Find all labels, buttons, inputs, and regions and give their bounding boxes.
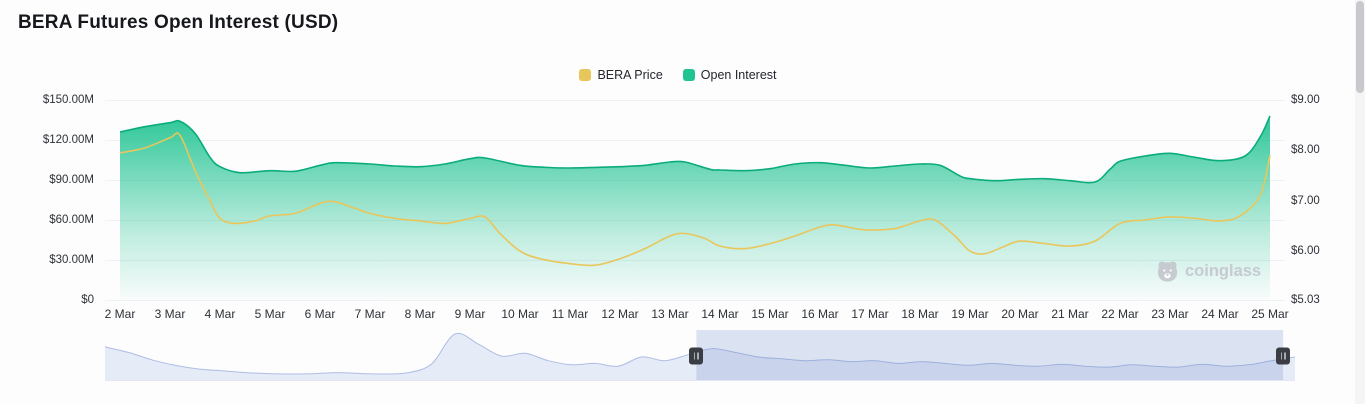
axis-tick-label: $150.00M: [42, 94, 94, 106]
gridline: [105, 140, 1285, 141]
vertical-scrollbar[interactable]: [1355, 0, 1365, 404]
legend-item-bera-price[interactable]: BERA Price: [579, 68, 663, 82]
x-axis-label: 9 Mar: [454, 307, 486, 321]
axis-tick-label: $7.00: [1291, 194, 1320, 207]
scrollbar-thumb[interactable]: [1356, 1, 1364, 93]
legend: BERA Price Open Interest: [0, 68, 1356, 82]
x-axis-label: 7 Mar: [354, 307, 386, 321]
bera-price-swatch-icon: [579, 69, 592, 81]
x-axis-label: 11 Mar: [551, 307, 589, 321]
x-axis-label: 23 Mar: [1151, 307, 1189, 321]
right-y-axis: $9.00 $8.00 $7.00 $6.00 $5.03: [1291, 94, 1361, 306]
main-chart[interactable]: [105, 100, 1285, 301]
x-axis-label: 5 Mar: [254, 307, 286, 321]
legend-label-open-interest: Open Interest: [700, 68, 777, 82]
x-axis-label: 12 Mar: [601, 307, 639, 321]
x-axis-label: 2 Mar: [104, 307, 136, 321]
x-axis-label: 19 Mar: [951, 307, 989, 321]
x-axis-label: 20 Mar: [1001, 307, 1039, 321]
chart-series: [119, 115, 1271, 300]
x-axis-label: 10 Mar: [501, 307, 539, 321]
axis-tick-label: $30.00M: [49, 254, 94, 266]
coinglass-bear-icon: [1157, 261, 1178, 282]
x-axis-label: 21 Mar: [1051, 307, 1089, 321]
axis-tick-label: $60.00M: [49, 214, 94, 226]
x-axis-label: 6 Mar: [304, 307, 336, 321]
x-axis-label: 8 Mar: [404, 307, 436, 321]
range-navigator[interactable]: [105, 330, 1295, 381]
axis-tick-label: $0: [81, 294, 94, 306]
x-axis-label: 16 Mar: [801, 307, 839, 321]
left-y-axis: $150.00M $120.00M $90.00M $60.00M $30.00M $0: [0, 94, 96, 306]
x-axis-label: 24 Mar: [1201, 307, 1239, 321]
x-axis-label: 15 Mar: [751, 307, 789, 321]
axis-tick-label: $9.00: [1291, 94, 1320, 106]
axis-tick-label: $120.00M: [42, 134, 94, 146]
legend-label-bera-price: BERA Price: [597, 68, 663, 82]
axis-tick-label: $6.00: [1291, 245, 1320, 258]
x-axis-label: 25 Mar: [1251, 307, 1289, 321]
x-axis-label: 3 Mar: [154, 307, 186, 321]
navigator-left-handle[interactable]: [689, 347, 704, 364]
x-axis-label: 18 Mar: [901, 307, 939, 321]
watermark-text: coinglass: [1185, 262, 1262, 280]
axis-tick-label: $8.00: [1291, 144, 1320, 157]
legend-item-open-interest[interactable]: Open Interest: [682, 68, 777, 82]
x-axis-label: 14 Mar: [701, 307, 739, 321]
axis-tick-label: $5.03: [1291, 294, 1320, 306]
x-axis: 2 Mar 3 Mar 4 Mar 5 Mar 6 Mar 7 Mar 8 Mar 9 Mar…: [104, 307, 1289, 323]
x-axis-label: 17 Mar: [851, 307, 889, 321]
page-title: BERA Futures Open Interest (USD): [18, 12, 339, 33]
gridline: [105, 100, 1285, 101]
x-axis-label: 4 Mar: [204, 307, 236, 321]
navigator-right-handle[interactable]: [1276, 347, 1291, 364]
coinglass-watermark: coinglass: [1156, 260, 1261, 283]
open-interest-swatch-icon: [682, 69, 695, 81]
axis-tick-label: $90.00M: [49, 174, 94, 186]
x-axis-label: 22 Mar: [1101, 307, 1139, 321]
x-axis-label: 13 Mar: [651, 307, 689, 321]
